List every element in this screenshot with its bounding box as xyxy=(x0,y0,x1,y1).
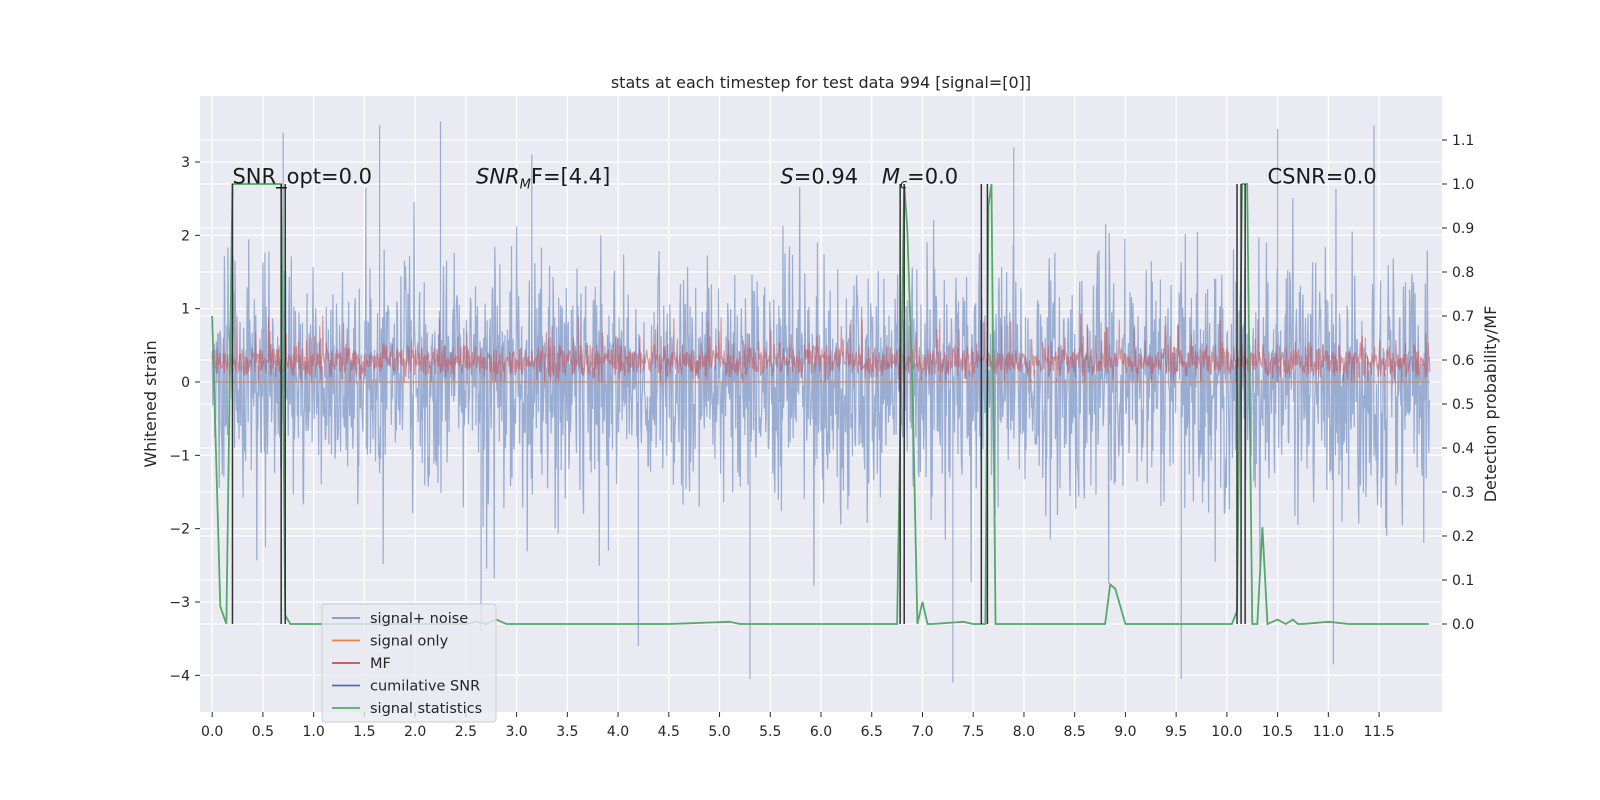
y-tick-label: 0 xyxy=(181,375,190,391)
x-tick-label: 10.0 xyxy=(1211,724,1242,740)
y-right-tick-label: 0.0 xyxy=(1452,617,1474,633)
x-tick-label: 1.0 xyxy=(303,724,325,740)
x-tick-label: 6.0 xyxy=(810,724,832,740)
y-right-tick-label: 0.1 xyxy=(1452,573,1474,589)
x-tick-label: 8.5 xyxy=(1064,724,1086,740)
x-tick-label: 9.5 xyxy=(1165,724,1187,740)
x-tick-label: 2.5 xyxy=(455,724,477,740)
legend-label: signal statistics xyxy=(370,701,482,717)
y-right-tick-label: 0.5 xyxy=(1452,397,1474,413)
x-axis: 0.0 0.5 1.0 1.5 2.0 2.5 3.0 3.5 4.0 4.5 5.0 5.5 6.0 6… xyxy=(201,712,1395,740)
y-tick-label: −3 xyxy=(169,595,190,611)
y-right-tick-label: 0.2 xyxy=(1452,529,1474,545)
x-tick-label: 0.0 xyxy=(201,724,223,740)
legend-label: signal+ noise xyxy=(370,611,468,627)
x-tick-label: 5.0 xyxy=(708,724,730,740)
x-tick-label: 1.5 xyxy=(353,724,375,740)
y-axis-right-label: Detection probability/MF xyxy=(1481,306,1500,503)
legend-label: signal only xyxy=(370,634,449,650)
y-axis-left: −4 −3 −2 −1 0 1 2 3 xyxy=(169,155,200,684)
x-tick-label: 2.0 xyxy=(404,724,426,740)
y-right-tick-label: 1.1 xyxy=(1452,133,1474,149)
x-tick-label: 3.5 xyxy=(556,724,578,740)
legend: signal+ noise signal only MF cumilative SNR… xyxy=(321,603,497,723)
x-tick-label: 10.5 xyxy=(1262,724,1293,740)
series-mf xyxy=(211,314,1431,383)
annotation: Mc=0.0 xyxy=(882,165,958,193)
y-tick-label: 3 xyxy=(181,155,190,171)
annotations: SNR_opt=0.0 SNRMF=[4.4] S=0.94 Mc=0.0 CSNR=0… xyxy=(232,165,1376,193)
x-tick-label: 5.5 xyxy=(759,724,781,740)
y-right-tick-label: 0.8 xyxy=(1452,265,1474,281)
legend-label: cumilative SNR xyxy=(370,679,480,695)
y-tick-label: 1 xyxy=(181,302,190,318)
x-tick-label: 0.5 xyxy=(252,724,274,740)
annotation: S=0.94 xyxy=(780,165,858,189)
y-tick-label: −4 xyxy=(169,668,190,684)
x-tick-label: 3.0 xyxy=(505,724,527,740)
y-right-tick-label: 0.3 xyxy=(1452,485,1474,501)
y-tick-label: 2 xyxy=(181,228,190,244)
x-tick-label: 9.0 xyxy=(1114,724,1136,740)
y-right-tick-label: 0.9 xyxy=(1452,221,1474,237)
annotation: CSNR=0.0 xyxy=(1267,165,1376,189)
annotation: SNRMF=[4.4] xyxy=(476,165,610,193)
y-tick-label: −1 xyxy=(169,448,190,464)
x-tick-label: 7.0 xyxy=(911,724,933,740)
x-tick-label: 8.0 xyxy=(1013,724,1035,740)
x-tick-label: 6.5 xyxy=(861,724,883,740)
y-right-tick-label: 0.6 xyxy=(1452,353,1474,369)
x-tick-label: 4.0 xyxy=(607,724,629,740)
y-right-tick-label: 0.7 xyxy=(1452,309,1474,325)
y-right-tick-label: 0.4 xyxy=(1452,441,1474,457)
chart-title: stats at each timestep for test data 994… xyxy=(611,73,1031,92)
y-tick-label: −2 xyxy=(169,522,190,538)
legend-label: MF xyxy=(370,656,391,672)
y-axis-right: 0.0 0.1 0.2 0.3 0.4 0.5 0.6 0.7 0.8 0.9 1.0 1.1 xyxy=(1442,133,1474,633)
legend-box xyxy=(321,603,497,723)
x-tick-label: 11.5 xyxy=(1364,724,1395,740)
y-axis-label: Whitened strain xyxy=(141,340,160,467)
y-right-tick-label: 1.0 xyxy=(1452,177,1474,193)
annotation: SNR_opt=0.0 xyxy=(232,165,372,190)
x-tick-label: 7.5 xyxy=(962,724,984,740)
x-tick-label: 11.0 xyxy=(1313,724,1344,740)
x-tick-label: 4.5 xyxy=(658,724,680,740)
